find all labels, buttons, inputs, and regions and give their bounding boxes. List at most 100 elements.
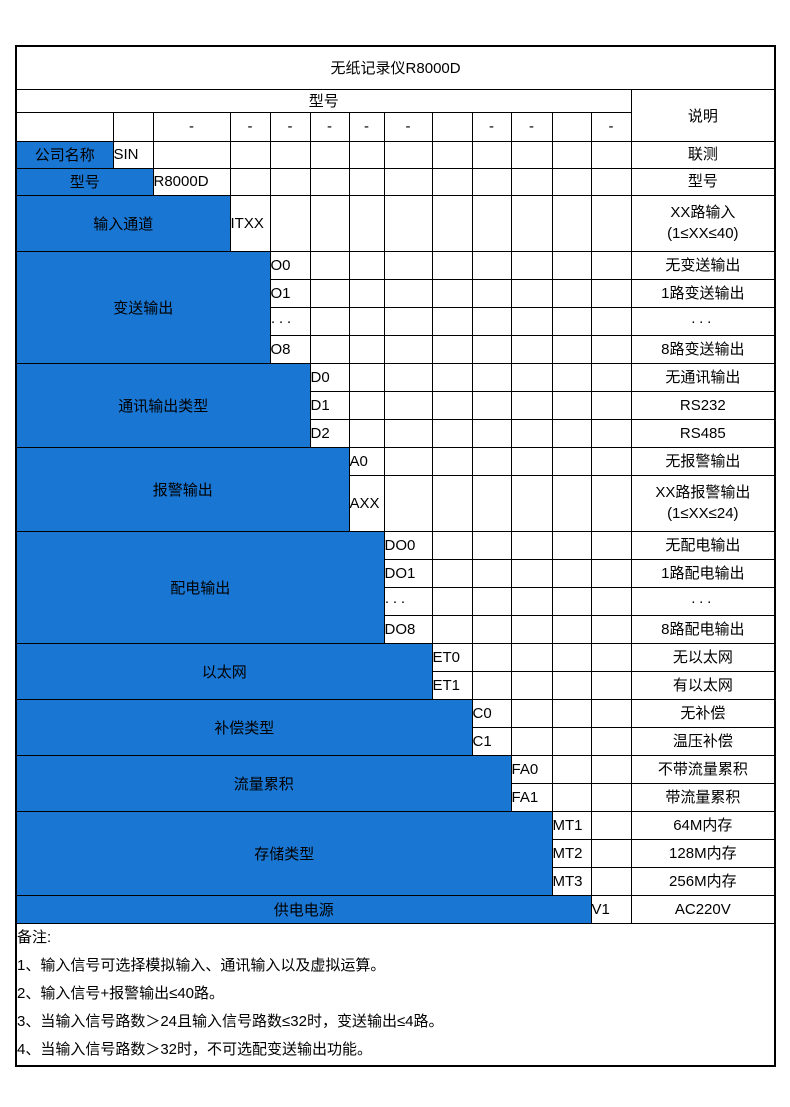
empty-cell xyxy=(551,306,592,336)
dash-cell: - xyxy=(590,111,632,142)
empty-cell xyxy=(431,250,473,280)
empty-cell xyxy=(590,278,632,308)
section-label-input-channels: 输入通道 xyxy=(15,194,231,252)
section-label-flow-totalizer: 流量累积 xyxy=(15,754,512,812)
desc-cell: 无配电输出 xyxy=(630,530,776,560)
empty-cell xyxy=(590,334,632,364)
empty-cell xyxy=(471,306,512,336)
code-cell-c0: C0 xyxy=(471,698,512,728)
dash-cell: - xyxy=(269,111,311,142)
empty-cell xyxy=(431,614,473,644)
empty-cell xyxy=(510,698,553,728)
empty-cell xyxy=(551,334,592,364)
empty-cell xyxy=(510,474,553,532)
empty-cell xyxy=(471,418,512,448)
desc-cell: 8路配电输出 xyxy=(630,614,776,644)
empty-cell xyxy=(309,194,350,252)
desc-cell: 256M内存 xyxy=(630,866,776,896)
empty-cell xyxy=(590,446,632,476)
empty-cell xyxy=(590,586,632,616)
section-label-company-name: 公司名称 xyxy=(15,140,114,169)
empty-cell xyxy=(348,167,385,196)
desc-cell: AC220V xyxy=(630,894,776,924)
desc-cell-model: 型号 xyxy=(630,167,776,196)
empty-cell xyxy=(383,306,433,336)
empty-cell xyxy=(383,474,433,532)
dash-cell: - xyxy=(510,111,553,142)
section-label-power-supply: 供电电源 xyxy=(15,894,592,924)
desc-line-2: (1≤XX≤40) xyxy=(667,225,739,242)
desc-cell: 64M内存 xyxy=(630,810,776,840)
empty-cell xyxy=(510,418,553,448)
model-selection-table: 无纸记录仪R8000D 型号 说明 - - - - - - - - - 公司名称… xyxy=(15,45,777,1067)
code-cell-do8: DO8 xyxy=(383,614,433,644)
empty-cell xyxy=(383,446,433,476)
code-cell-do1: DO1 xyxy=(383,558,433,588)
empty-cell xyxy=(551,782,592,812)
empty-cell xyxy=(471,642,512,672)
model-header: 型号 xyxy=(15,88,632,113)
empty-cell xyxy=(229,140,271,169)
section-label-model: 型号 xyxy=(15,167,154,196)
code-cell-v1: V1 xyxy=(590,894,632,924)
empty-cell xyxy=(431,334,473,364)
dash-cell: - xyxy=(471,111,512,142)
empty-cell xyxy=(471,446,512,476)
empty-cell xyxy=(471,250,512,280)
empty-cell xyxy=(551,446,592,476)
empty-cell xyxy=(471,390,512,420)
empty-cell xyxy=(431,140,473,169)
empty-cell xyxy=(383,140,433,169)
empty-cell xyxy=(590,167,632,196)
empty-cell xyxy=(551,642,592,672)
note-item-2: 2、输入信号+报警输出≤40路。 xyxy=(17,985,225,1003)
desc-cell: 不带流量累积 xyxy=(630,754,776,784)
empty-cell xyxy=(551,140,592,169)
empty-cell xyxy=(551,530,592,560)
note-item-3: 3、当输入信号路数＞24且输入信号路数≤32时，变送输出≤4路。 xyxy=(17,1013,444,1031)
code-cell-itxx: ITXX xyxy=(229,194,271,252)
empty-cell xyxy=(590,670,632,700)
dash-cell: - xyxy=(152,111,231,142)
empty-cell xyxy=(431,418,473,448)
empty-cell xyxy=(510,614,553,644)
code-cell-o8: O8 xyxy=(269,334,311,364)
desc-line-1: XX路报警输出 xyxy=(655,484,751,501)
empty-cell xyxy=(431,446,473,476)
code-cell-a0: A0 xyxy=(348,446,385,476)
empty-cell xyxy=(590,810,632,840)
empty-cell xyxy=(551,362,592,392)
section-label-alarm-output: 报警输出 xyxy=(15,446,350,532)
empty-cell xyxy=(431,586,473,616)
code-cell-o1: O1 xyxy=(269,278,311,308)
empty-cell xyxy=(510,642,553,672)
empty-cell xyxy=(551,754,592,784)
empty-cell xyxy=(431,474,473,532)
empty-cell xyxy=(269,140,311,169)
dash-cell: - xyxy=(229,111,271,142)
empty-cell xyxy=(471,474,512,532)
empty-cell xyxy=(590,530,632,560)
desc-cell: 8路变送输出 xyxy=(630,334,776,364)
empty-cell xyxy=(309,278,350,308)
empty-cell xyxy=(510,586,553,616)
empty-cell xyxy=(309,167,350,196)
empty-cell xyxy=(383,362,433,392)
empty-cell xyxy=(471,530,512,560)
empty-cell xyxy=(590,390,632,420)
desc-cell-company: 联测 xyxy=(630,140,776,169)
empty-cell xyxy=(551,194,592,252)
empty-cell xyxy=(590,782,632,812)
empty-cell xyxy=(383,418,433,448)
code-cell-o0: O0 xyxy=(269,250,311,280)
empty-cell xyxy=(471,140,512,169)
empty-cell xyxy=(471,558,512,588)
section-label-compensation-type: 补偿类型 xyxy=(15,698,473,756)
dash-cell xyxy=(112,111,154,142)
empty-cell xyxy=(383,278,433,308)
code-cell-axx: AXX xyxy=(348,474,385,532)
empty-cell xyxy=(383,334,433,364)
empty-cell xyxy=(431,390,473,420)
note-item-4: 4、当输入信号路数＞32时，不可选配变送输出功能。 xyxy=(17,1041,373,1059)
